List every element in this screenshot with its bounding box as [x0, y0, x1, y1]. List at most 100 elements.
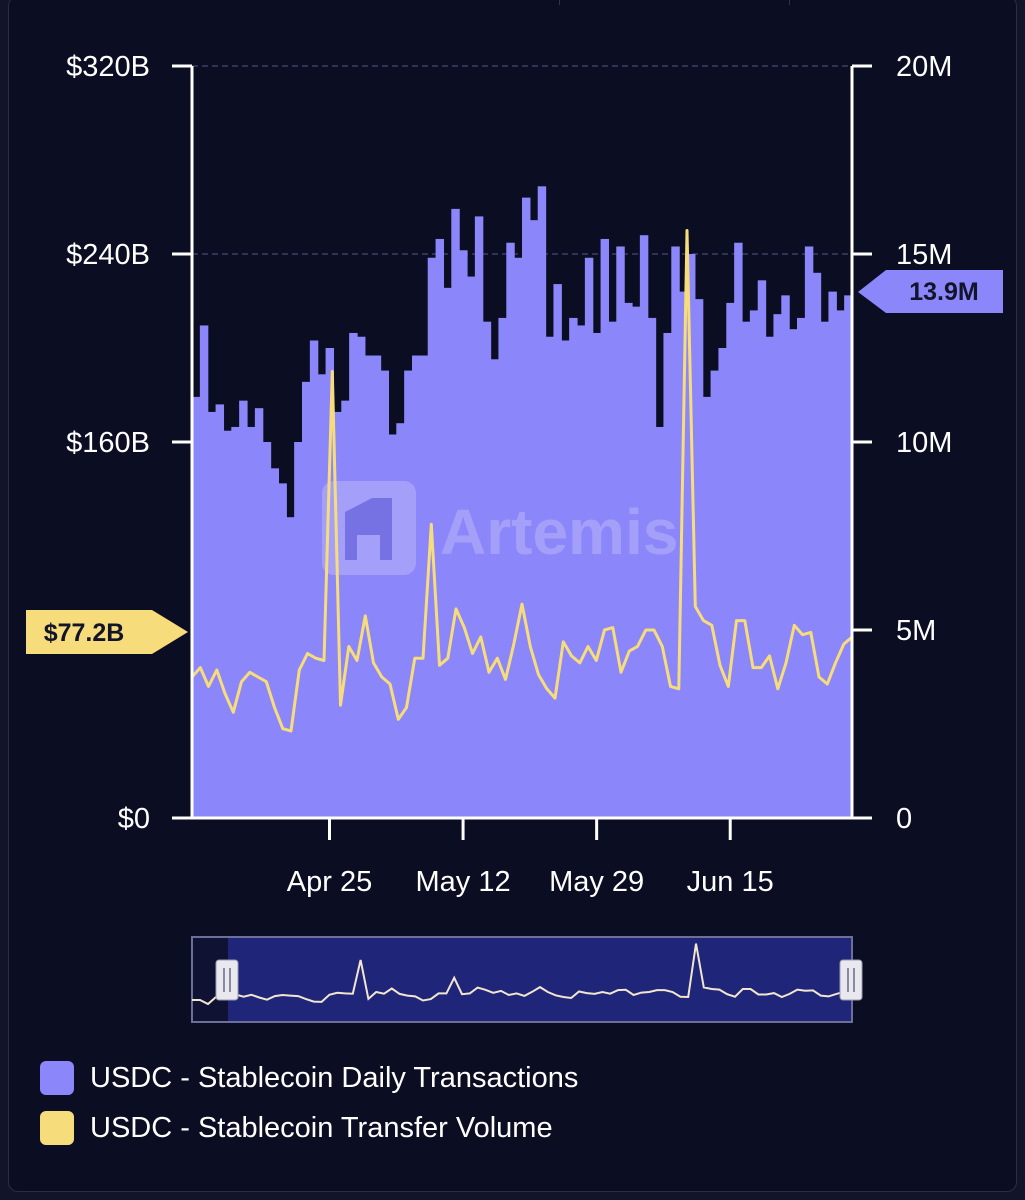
transactions-bar	[718, 348, 727, 818]
top-divider	[559, 0, 790, 5]
transactions-bar	[789, 329, 798, 818]
transactions-bar	[404, 370, 413, 818]
transactions-bar	[577, 325, 586, 818]
watermark-text: Artemis	[440, 496, 678, 568]
transactions-bar	[828, 291, 837, 819]
transactions-bar	[396, 423, 405, 818]
transactions-bar	[624, 302, 633, 818]
right-tick-label: 5M	[896, 615, 936, 647]
transactions-bar	[294, 442, 303, 818]
transactions-bar	[388, 434, 397, 818]
transactions-bar	[757, 280, 767, 818]
transactions-bar	[254, 408, 264, 818]
transactions-bar	[694, 299, 704, 818]
transactions-bars	[192, 186, 853, 819]
right-tick-label: 15M	[896, 239, 952, 271]
transactions-bar	[592, 332, 602, 818]
transactions-bar	[710, 370, 720, 818]
transactions-bar	[490, 359, 500, 818]
navigator-left-handle[interactable]	[215, 959, 239, 1001]
transactions-bar	[663, 332, 672, 818]
transactions-bar	[632, 306, 641, 818]
transactions-bar	[537, 186, 547, 818]
navigator-selection[interactable]	[228, 938, 851, 1021]
transactions-bar	[270, 468, 280, 818]
transactions-bar	[647, 317, 657, 818]
left-value-badge	[26, 610, 188, 654]
transactions-bar	[608, 321, 617, 818]
left-tick-label: $160B	[66, 427, 150, 459]
transactions-bar	[797, 317, 806, 818]
transactions-bar	[514, 257, 523, 818]
transactions-bar	[545, 336, 555, 818]
volume-swatch-icon	[40, 1111, 74, 1145]
transactions-bar	[286, 517, 295, 818]
transactions-bar	[726, 302, 735, 818]
right-tick-label: 10M	[896, 427, 952, 459]
left-value-label: $77.2B	[44, 619, 125, 647]
transactions-bar	[569, 317, 578, 818]
transactions-bar	[199, 325, 209, 818]
transactions-bar	[522, 197, 531, 819]
volume-series-line	[190, 229, 853, 733]
transactions-bar	[372, 355, 382, 818]
transactions-bar	[679, 291, 688, 819]
transactions-bar	[451, 208, 460, 818]
right-value-badge	[858, 270, 1003, 313]
transactions-bar	[419, 355, 429, 818]
transactions-bar	[844, 295, 853, 818]
legend-item-transactions[interactable]: USDC - Stablecoin Daily Transactions	[40, 1061, 578, 1095]
right-value-label: 13.9M	[909, 278, 978, 306]
transactions-bar	[317, 374, 327, 818]
legend-item-volume[interactable]: USDC - Stablecoin Transfer Volume	[40, 1111, 553, 1145]
transactions-swatch-icon	[40, 1061, 74, 1095]
transactions-bar	[341, 400, 350, 818]
left-tick-label: $320B	[66, 51, 150, 83]
x-tick-label: Apr 25	[287, 866, 372, 898]
transactions-bar	[215, 404, 225, 818]
transactions-bar	[655, 426, 665, 818]
watermark: Artemis	[322, 481, 678, 575]
transactions-bar	[278, 483, 287, 818]
transactions-bar	[584, 257, 594, 818]
transactions-bar	[412, 355, 421, 818]
transactions-bar	[639, 235, 649, 818]
transactions-bar	[561, 340, 570, 818]
transactions-bar	[482, 321, 492, 818]
range-navigator[interactable]	[191, 936, 863, 1023]
top-divider	[239, 0, 560, 5]
navigator-right-handle[interactable]	[839, 959, 863, 1001]
artemis-logo-mark	[345, 498, 392, 560]
x-tick-label: May 12	[416, 866, 511, 898]
transactions-bar	[671, 246, 680, 819]
transactions-bar	[749, 310, 759, 818]
transactions-bar	[309, 340, 319, 818]
transactions-bar	[616, 246, 625, 819]
transactions-bar	[812, 272, 822, 818]
legend-label: USDC - Stablecoin Transfer Volume	[90, 1111, 553, 1144]
transactions-bar	[529, 220, 539, 818]
transactions-bar	[702, 396, 712, 818]
transactions-bar	[467, 276, 476, 818]
transactions-bar	[262, 442, 272, 818]
transactions-bar	[474, 216, 484, 818]
tick-labels: $320B $240B $160B $0 20M 15M 10M 5M 0 Apr 25 May 1…	[66, 51, 952, 898]
transactions-bar	[498, 317, 507, 818]
transactions-bar	[302, 381, 311, 818]
transactions-bar	[734, 242, 743, 819]
navigator-preview-line	[192, 943, 853, 1006]
transactions-bar	[192, 396, 201, 818]
transactions-bar	[380, 370, 390, 818]
left-tick-label: $0	[118, 803, 150, 835]
transactions-bar	[836, 310, 845, 818]
transactions-bar	[231, 426, 240, 818]
transactions-bar	[349, 332, 358, 818]
crosshair-labels: $77.2B 13.9M	[26, 270, 1003, 654]
transactions-bar	[506, 242, 515, 819]
left-tick-label: $240B	[66, 239, 150, 271]
transactions-bar	[765, 336, 775, 818]
transactions-bar	[742, 321, 751, 818]
stablecoin-chart[interactable]: Artemis $320B $240B $160B $0 20M 15M 10M 5M 0 Apr…	[0, 0, 1025, 1040]
right-tick-label: 20M	[896, 51, 952, 83]
volume-line	[190, 229, 853, 733]
